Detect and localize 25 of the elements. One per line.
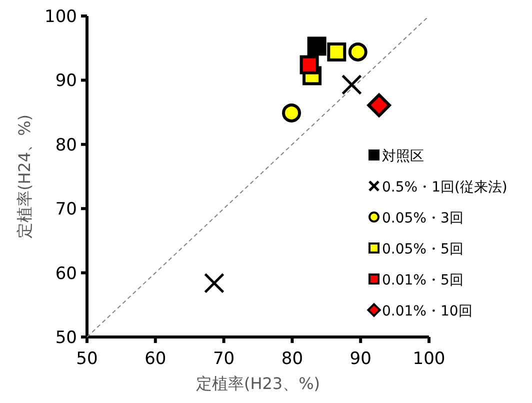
x-tick-label: 60: [144, 349, 166, 369]
x-tick-label: 90: [350, 349, 372, 369]
x-tick-label: 70: [212, 349, 235, 369]
y-tick-label: 50: [55, 328, 77, 348]
point: [341, 74, 362, 95]
x-axis-title: 定植率(H23、%): [196, 374, 320, 393]
point: [348, 42, 368, 62]
legend-label: 対照区: [382, 148, 424, 164]
point: [204, 272, 224, 294]
y-tick-label: 90: [55, 71, 77, 92]
x-tick-label: 100: [412, 349, 446, 369]
y-tick-label: 60: [55, 264, 77, 284]
x-tick-label: 50: [76, 349, 98, 369]
point: [327, 42, 346, 62]
legend-label: 0.05%・3回: [382, 210, 464, 226]
y-tick-label: 100: [44, 7, 77, 27]
legend-label: 0.01%・10回: [382, 304, 472, 320]
legend-label: 0.01%・5回: [382, 272, 464, 288]
point: [282, 103, 302, 122]
legend-label: 0.05%・5回: [382, 242, 464, 258]
y-axis-title: 定植率(H24、%): [15, 114, 34, 239]
x-tick-label: 80: [281, 349, 304, 369]
y-tick-label: 80: [55, 135, 77, 156]
legend-label: 0.5%・1回(従来法): [382, 180, 508, 196]
y-tick-label: 70: [55, 200, 77, 220]
